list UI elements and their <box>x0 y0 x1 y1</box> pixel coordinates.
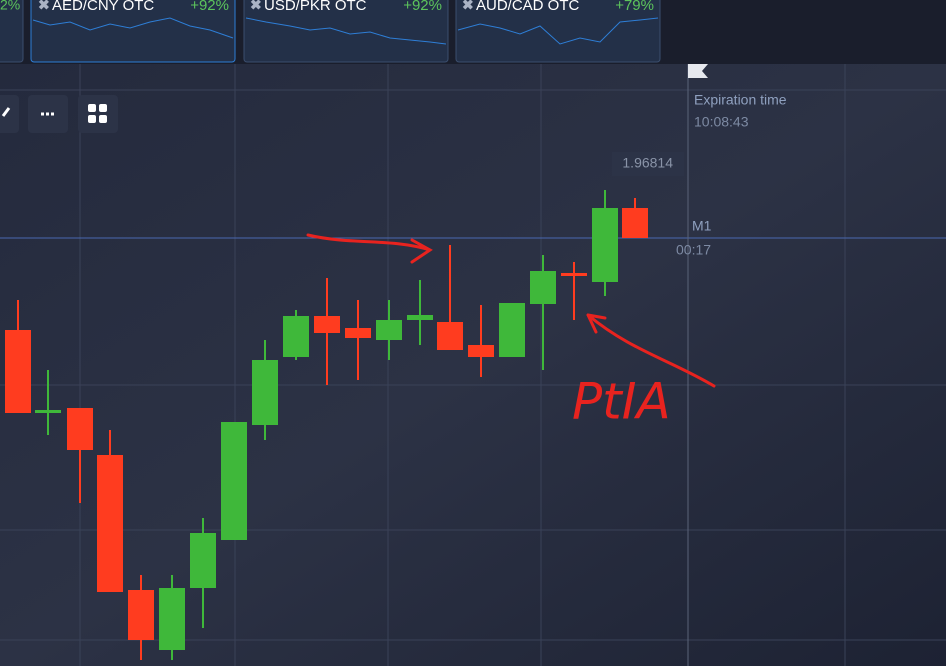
candle-body <box>128 590 154 640</box>
candle-body <box>252 360 278 425</box>
tab-payout: +92% <box>190 0 229 14</box>
sparkline <box>32 17 234 39</box>
expiration-flag <box>688 64 708 78</box>
sparkline <box>457 17 659 45</box>
candle-body <box>314 316 340 333</box>
tab-close[interactable]: ✖ <box>38 0 50 13</box>
tab-name: USD/PKR OTC <box>264 0 367 14</box>
candle-body <box>283 316 309 357</box>
layout-button[interactable] <box>78 95 118 133</box>
tab-payout: +79% <box>615 0 654 14</box>
candle-body <box>499 303 525 357</box>
tab[interactable] <box>243 0 449 63</box>
timeframe: M1 <box>692 218 712 234</box>
annotation-arrows <box>306 233 716 388</box>
tab-payout: +92% <box>403 0 442 14</box>
candle-body <box>345 328 371 338</box>
price-label-box <box>612 152 684 176</box>
grid <box>0 64 946 666</box>
tab[interactable] <box>0 0 24 63</box>
candle-body <box>190 533 216 588</box>
tab-close[interactable]: ✖ <box>462 0 474 13</box>
candle-body <box>622 208 648 238</box>
candle-body <box>159 588 185 650</box>
candle-body <box>468 345 494 357</box>
timer: 00:17 <box>676 242 711 258</box>
tab-name: AED/CNY OTC <box>52 0 154 14</box>
candle-body <box>35 410 61 413</box>
price-label: 1.96814 <box>622 155 673 171</box>
tabs: 2% ✖ AED/CNY OTC +92% ✖ USD/PKR OTC +92%… <box>0 0 661 63</box>
candle-body <box>530 271 556 304</box>
tab-close[interactable]: ✖ <box>250 0 262 13</box>
candle-body <box>407 315 433 320</box>
tab-name: AUD/CAD OTC <box>476 0 580 14</box>
candle-body <box>67 408 93 450</box>
tab-payout: 2% <box>0 0 20 13</box>
sparkline <box>245 17 447 45</box>
candle-body <box>221 422 247 540</box>
draw-icon <box>1 107 11 117</box>
candle-body <box>97 455 123 592</box>
candle-body <box>592 208 618 282</box>
tab[interactable] <box>455 0 661 63</box>
tab[interactable] <box>30 0 236 63</box>
expiration-time: 10:08:43 <box>694 114 749 130</box>
candle-body <box>376 320 402 340</box>
chart-background <box>0 64 946 666</box>
layout-icon <box>88 104 107 123</box>
expiration-label: Expiration time <box>694 92 787 108</box>
annotation-text: PtIA <box>572 373 671 431</box>
candle-body <box>5 330 31 413</box>
candle-body <box>437 322 463 350</box>
candles <box>5 190 648 660</box>
candle-body <box>561 273 587 276</box>
draw-button[interactable] <box>0 95 19 133</box>
